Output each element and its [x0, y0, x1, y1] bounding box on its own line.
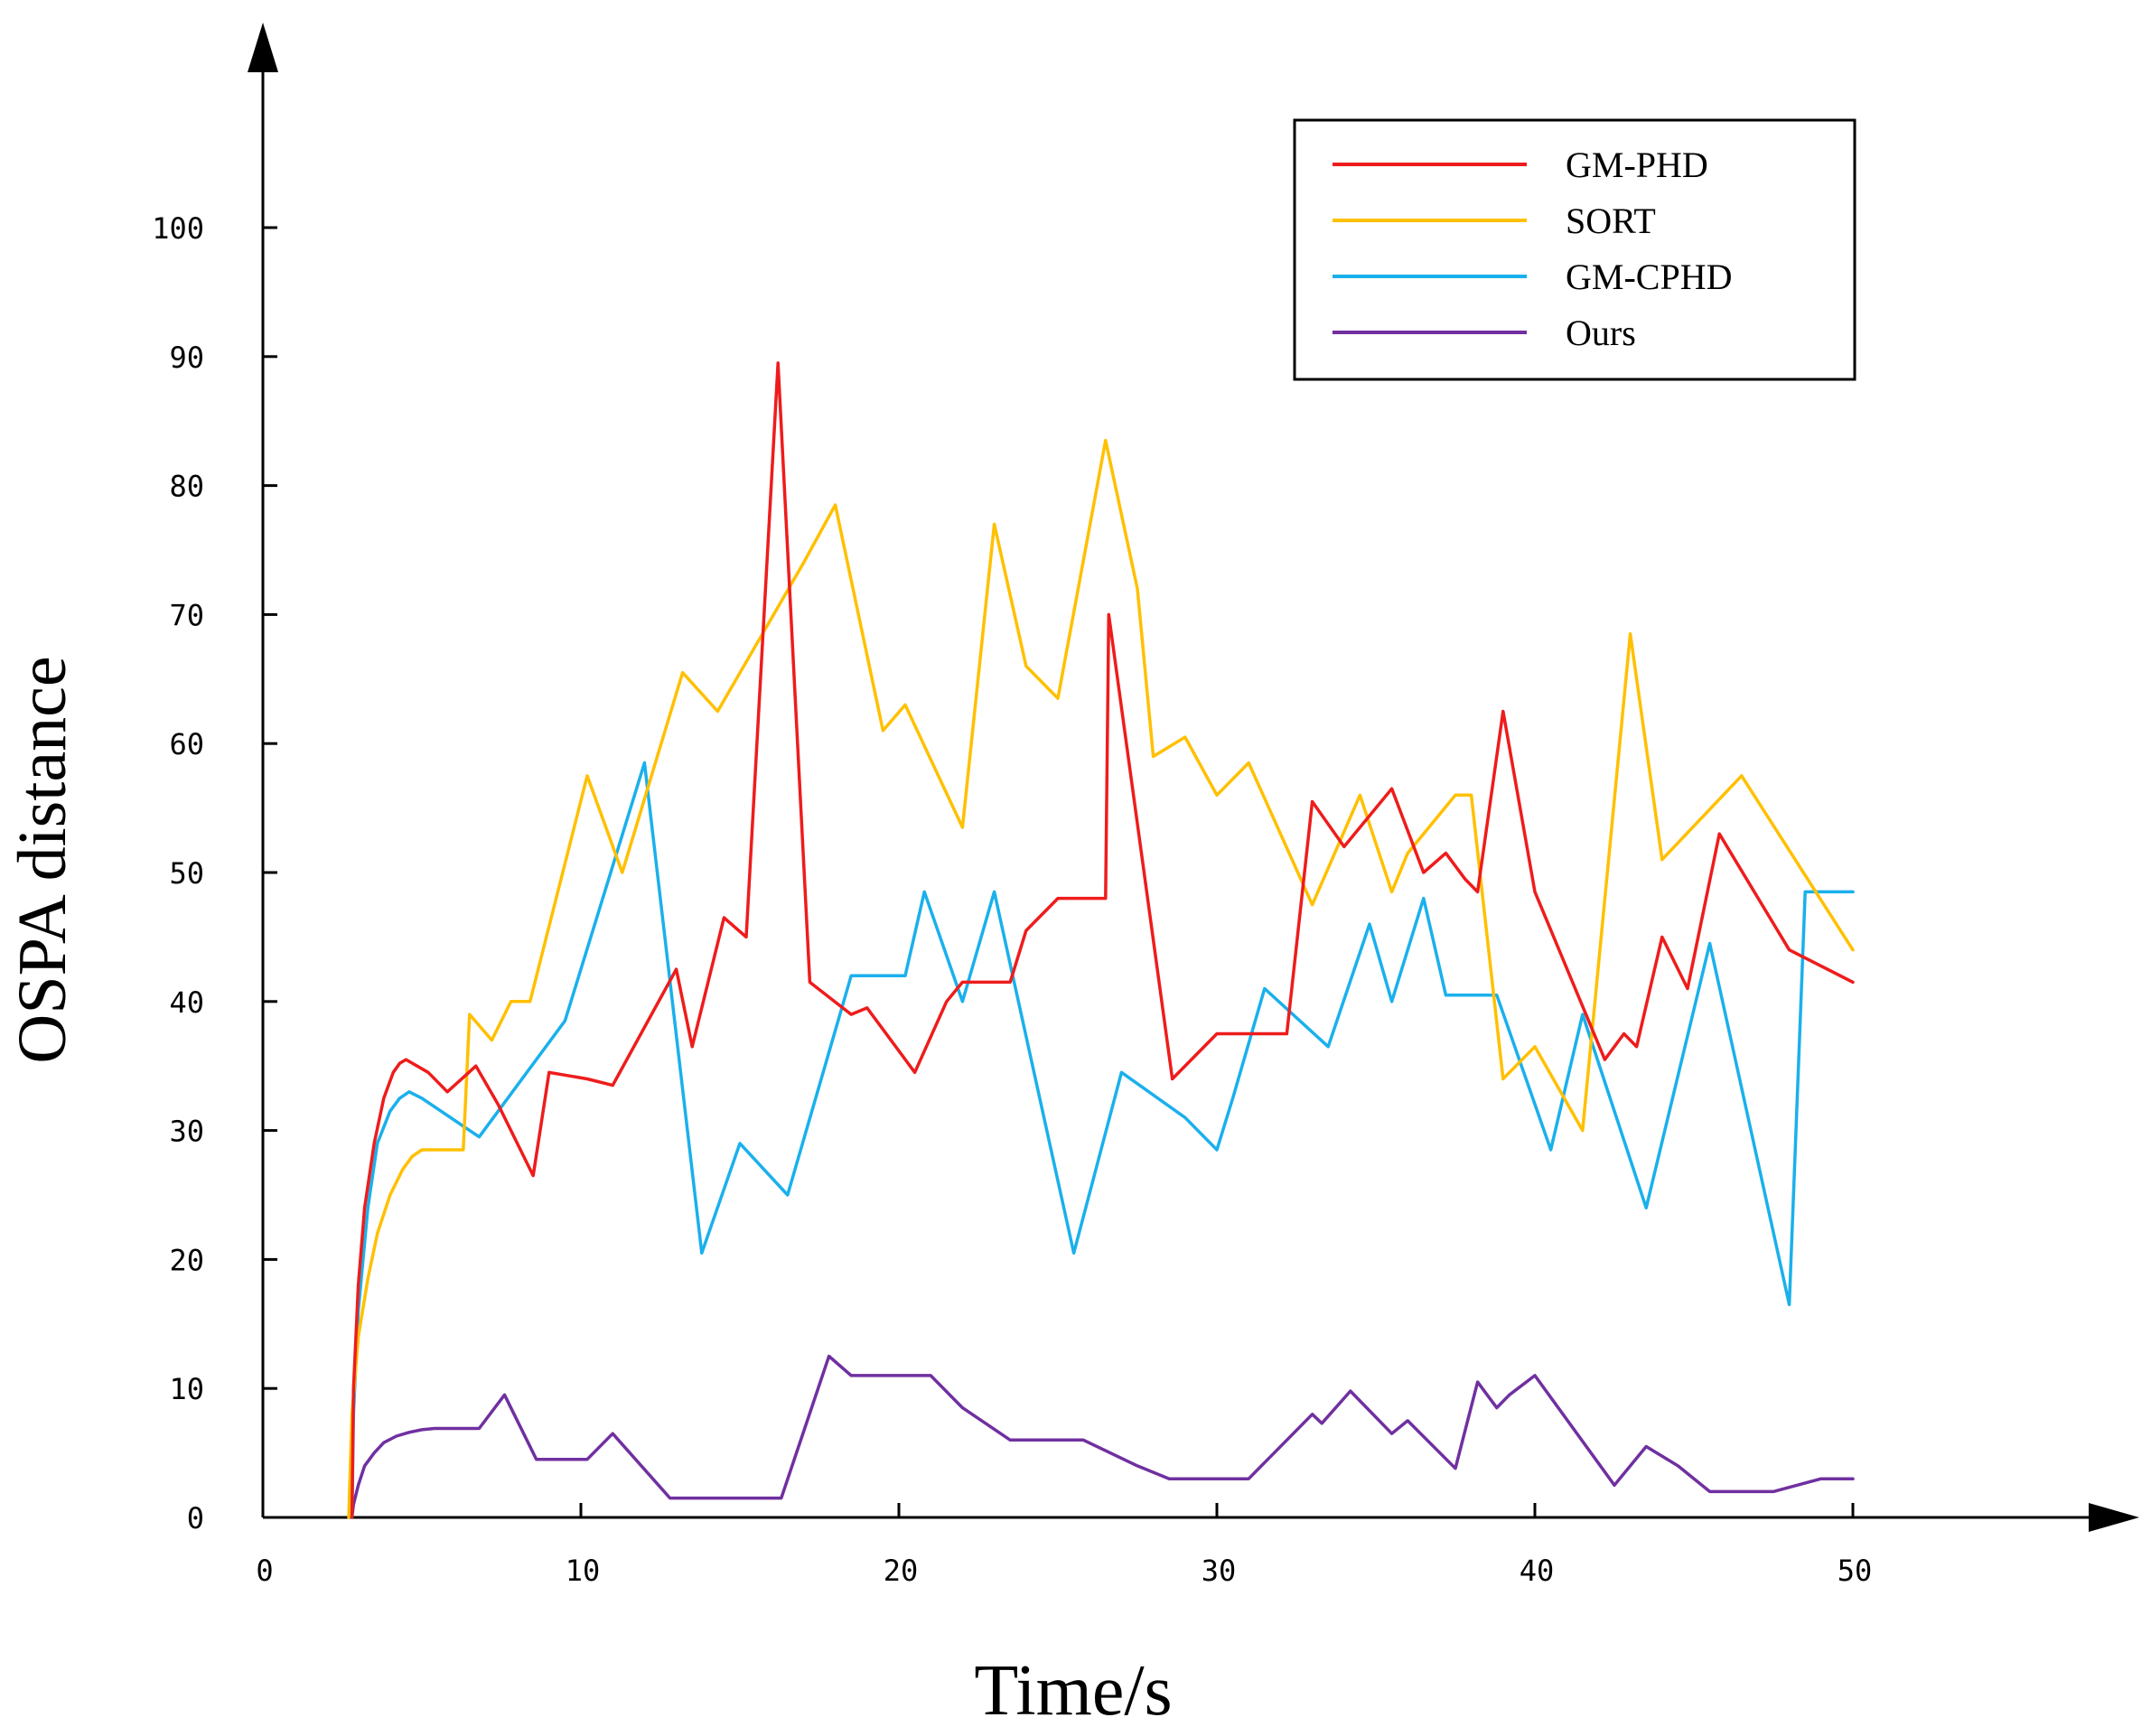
y-tick-label: 50	[169, 856, 204, 891]
legend-label: Ours	[1566, 313, 1636, 353]
x-tick-label: 30	[1202, 1554, 1237, 1588]
series-line-ours	[350, 1354, 1855, 1519]
y-tick-label: 70	[169, 598, 204, 632]
y-axis-arrow-icon	[248, 23, 278, 72]
y-tick-label: 40	[169, 985, 204, 1020]
y-tick-label: 20	[169, 1243, 204, 1277]
legend-entries: GM-PHD SORT GM-CPHD Ours	[1333, 145, 1732, 353]
y-tick-label: 0	[187, 1501, 204, 1535]
series-line-sort	[347, 438, 1855, 1519]
legend-label: GM-PHD	[1566, 145, 1708, 185]
y-tick-label: 100	[152, 211, 204, 246]
legend-label: GM-CPHD	[1566, 257, 1732, 297]
x-tick-label: 40	[1520, 1554, 1555, 1588]
x-tick-label: 50	[1838, 1554, 1873, 1588]
y-tick-label: 60	[169, 727, 204, 761]
x-tick-label: 20	[884, 1554, 919, 1588]
x-axis-ticks: 0 10 20 30 40 50	[256, 1503, 1872, 1588]
y-tick-label: 30	[169, 1115, 204, 1149]
y-axis-ticks: 0 10 20 30 40 50 60 70 80 90 100	[152, 211, 277, 1535]
y-tick-label: 90	[169, 341, 204, 375]
series-layer	[347, 361, 1855, 1519]
y-tick-label: 80	[169, 470, 204, 504]
x-tick-label: 10	[566, 1554, 601, 1588]
y-axis-title: OSPA distance	[5, 656, 80, 1063]
x-tick-label: 0	[256, 1554, 273, 1588]
legend: GM-PHD SORT GM-CPHD Ours	[1293, 118, 1856, 381]
series-line-gm-phd	[350, 361, 1855, 1519]
legend-label: SORT	[1566, 201, 1656, 241]
series-line-gm-cphd	[350, 761, 1855, 1519]
x-axis-arrow-icon	[2089, 1503, 2139, 1532]
x-axis-title: Time/s	[974, 1651, 1172, 1731]
y-tick-label: 10	[169, 1372, 204, 1406]
